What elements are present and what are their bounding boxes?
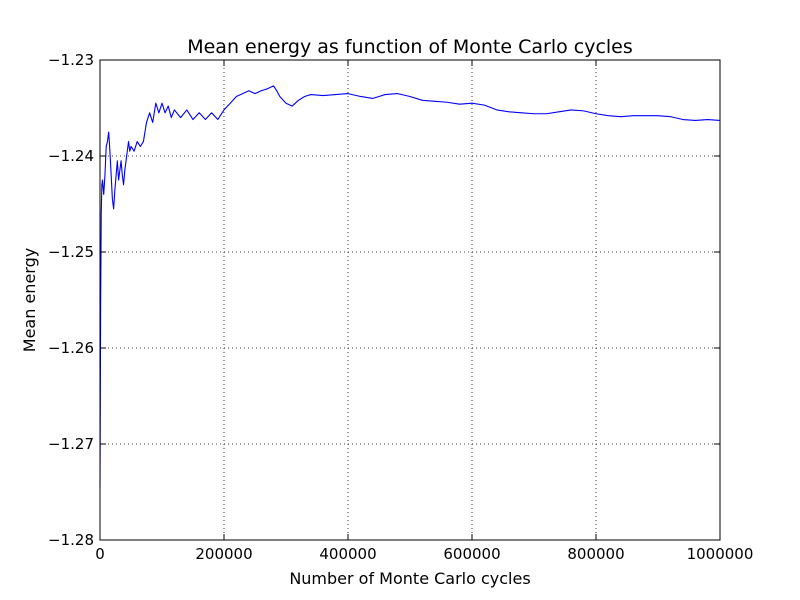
y-axis-label: Mean energy <box>20 248 39 352</box>
y-tick-label: −1.27 <box>48 435 94 453</box>
x-tick-label: 600000 <box>443 545 500 563</box>
x-tick-label: 800000 <box>567 545 624 563</box>
y-tick-label: −1.28 <box>48 531 94 549</box>
x-tick-label: 200000 <box>195 545 252 563</box>
x-tick-label: 1000000 <box>687 545 754 563</box>
y-tick-label: −1.26 <box>48 339 94 357</box>
x-tick-label: 0 <box>95 545 105 563</box>
x-tick-label: 400000 <box>319 545 376 563</box>
x-axis-label: Number of Monte Carlo cycles <box>289 569 530 588</box>
y-tick-label: −1.23 <box>48 51 94 69</box>
chart-title: Mean energy as function of Monte Carlo c… <box>187 36 633 58</box>
y-tick-label: −1.25 <box>48 243 94 261</box>
y-tick-label: −1.24 <box>48 147 94 165</box>
